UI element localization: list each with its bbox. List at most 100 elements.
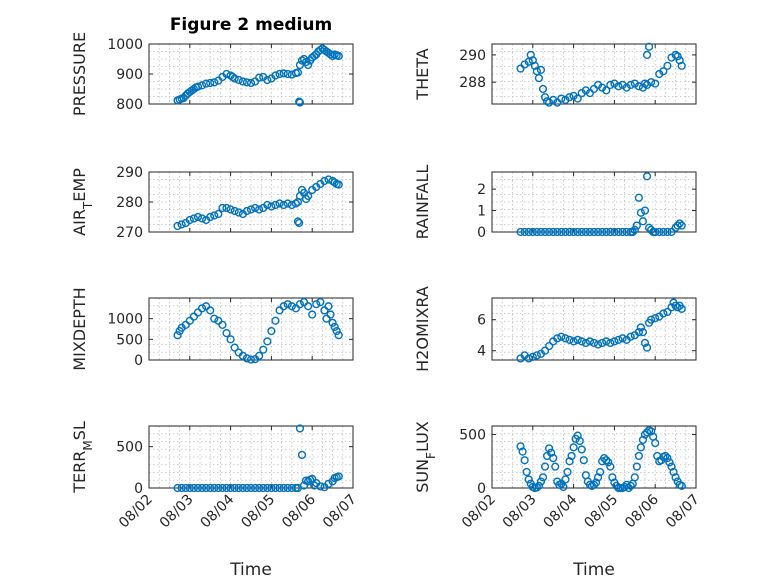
y-tick-label: 0 bbox=[477, 225, 486, 241]
axes-box bbox=[491, 43, 697, 105]
data-point bbox=[189, 214, 198, 223]
data-point bbox=[608, 473, 617, 482]
data-point bbox=[218, 203, 227, 213]
panel-h2omixra: 4 6 H2OMIXRA bbox=[413, 286, 697, 372]
data-point bbox=[293, 68, 303, 77]
data-point bbox=[557, 332, 566, 341]
data-point bbox=[557, 227, 566, 237]
data-point bbox=[557, 94, 566, 103]
data-point bbox=[242, 354, 252, 363]
y-axis-label: H2OMIXRA bbox=[413, 286, 432, 372]
data-point bbox=[299, 481, 309, 490]
data-point bbox=[330, 178, 339, 187]
data-point bbox=[275, 306, 284, 315]
data-point bbox=[189, 84, 198, 94]
data-point bbox=[230, 483, 239, 493]
data-point bbox=[295, 424, 305, 433]
y-axis-label-rest: EMP bbox=[70, 168, 89, 202]
data-point bbox=[585, 337, 595, 346]
data-point bbox=[663, 227, 672, 237]
data-point bbox=[636, 323, 646, 332]
data-point bbox=[189, 312, 198, 321]
data-point bbox=[528, 227, 537, 237]
data-point bbox=[614, 82, 623, 91]
data-point bbox=[226, 483, 235, 493]
data-point bbox=[540, 462, 550, 471]
data-point bbox=[173, 483, 182, 493]
data-point bbox=[283, 199, 292, 208]
data-point bbox=[538, 473, 548, 482]
data-point bbox=[308, 310, 317, 319]
data-point bbox=[524, 354, 533, 363]
data-point bbox=[210, 314, 219, 323]
data-point bbox=[632, 462, 641, 471]
data-point bbox=[536, 227, 546, 237]
data-point bbox=[263, 75, 272, 85]
data-point bbox=[193, 82, 203, 91]
data-point bbox=[242, 483, 252, 493]
y-axis-label-rest: LUX bbox=[413, 421, 432, 452]
data-point bbox=[267, 326, 276, 336]
y-tick-label: 0 bbox=[134, 481, 143, 497]
data-point bbox=[536, 65, 546, 75]
data-point bbox=[177, 483, 186, 493]
data-point bbox=[185, 316, 194, 325]
data-point bbox=[667, 227, 676, 237]
data-point bbox=[665, 458, 674, 467]
data-point bbox=[669, 467, 678, 477]
data-point bbox=[638, 435, 648, 444]
data-point bbox=[279, 302, 288, 311]
data-point bbox=[589, 227, 599, 237]
data-point bbox=[230, 74, 239, 83]
data-point bbox=[677, 481, 686, 490]
y-axis-label: TERRMSL bbox=[70, 421, 95, 494]
data-point bbox=[218, 483, 227, 493]
data-point bbox=[234, 75, 243, 85]
data-point bbox=[173, 331, 182, 340]
data-point bbox=[255, 205, 264, 214]
panel-rainfall: 0 1 2 RAINFALL bbox=[413, 165, 697, 241]
data-point bbox=[214, 209, 223, 219]
y-axis-label-subscript: F bbox=[424, 452, 438, 459]
data-point bbox=[640, 338, 650, 348]
data-point bbox=[581, 227, 590, 237]
y-axis-label: AIRTEMP bbox=[70, 168, 95, 236]
data-point bbox=[534, 481, 544, 490]
data-point bbox=[659, 309, 668, 318]
data-point bbox=[565, 93, 574, 102]
data-point bbox=[316, 298, 325, 307]
data-point bbox=[634, 328, 643, 337]
data-point bbox=[589, 480, 599, 489]
data-point bbox=[651, 79, 660, 88]
data-point bbox=[540, 346, 550, 355]
axes-box bbox=[491, 297, 697, 361]
data-point bbox=[536, 477, 546, 486]
data-point bbox=[304, 477, 313, 486]
data-point bbox=[181, 483, 190, 493]
data-point bbox=[283, 69, 292, 79]
data-point bbox=[326, 310, 335, 319]
data-point bbox=[589, 84, 599, 94]
data-point bbox=[626, 80, 635, 90]
data-point bbox=[636, 443, 646, 452]
data-point bbox=[238, 77, 247, 86]
data-point bbox=[226, 335, 235, 344]
data-point bbox=[312, 300, 321, 309]
data-point bbox=[246, 355, 256, 364]
data-point bbox=[598, 338, 607, 348]
y-tick-label: 6 bbox=[477, 313, 486, 329]
data-point bbox=[332, 326, 341, 336]
data-point bbox=[642, 428, 652, 437]
data-point bbox=[606, 462, 615, 471]
y-axis-label: PRESSURE bbox=[70, 32, 89, 116]
data-point bbox=[279, 200, 288, 210]
data-point bbox=[528, 352, 537, 362]
data-point bbox=[577, 445, 586, 454]
data-point bbox=[197, 81, 207, 90]
data-point bbox=[553, 227, 562, 237]
data-point bbox=[202, 302, 211, 311]
data-point bbox=[259, 483, 268, 493]
data-point bbox=[561, 227, 570, 237]
data-point bbox=[553, 334, 562, 343]
data-point bbox=[569, 227, 578, 237]
